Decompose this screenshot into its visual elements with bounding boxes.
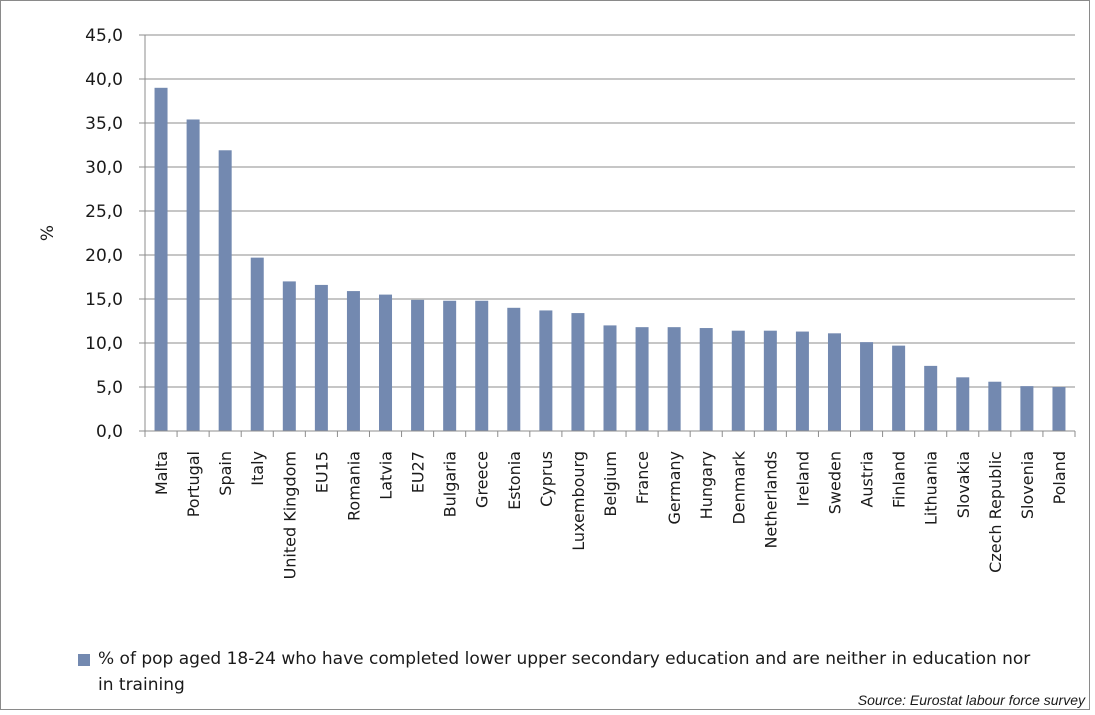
bar bbox=[827, 333, 841, 431]
gridlines bbox=[145, 34, 1075, 388]
bar bbox=[699, 328, 713, 431]
y-axis-label: % bbox=[38, 225, 58, 241]
x-tick-label: Slovakia bbox=[954, 451, 973, 518]
x-tick-label: Hungary bbox=[697, 451, 716, 519]
bar bbox=[1020, 386, 1034, 431]
bar bbox=[346, 291, 360, 431]
x-tick-label: United Kingdom bbox=[280, 451, 299, 579]
x-tick-label: Italy bbox=[248, 451, 267, 486]
source-note: Source: Eurostat labour force survey bbox=[857, 692, 1085, 708]
x-tick-label: Estonia bbox=[505, 451, 524, 510]
x-tick-label: Lithuania bbox=[922, 451, 941, 525]
bar bbox=[443, 300, 457, 431]
bar bbox=[314, 284, 328, 431]
x-tick-label: Sweden bbox=[825, 451, 844, 514]
bar bbox=[1052, 387, 1066, 431]
bar bbox=[924, 365, 938, 431]
bar bbox=[218, 150, 232, 431]
bar bbox=[379, 294, 393, 431]
bar bbox=[892, 345, 906, 431]
y-tick-label: 0,0 bbox=[96, 422, 123, 442]
x-tick-label: Czech Republic bbox=[986, 451, 1005, 573]
bar bbox=[667, 327, 681, 431]
x-tick-label: Luxembourg bbox=[569, 451, 588, 551]
y-tick-label: 30,0 bbox=[85, 158, 123, 178]
x-tick-label: Romania bbox=[344, 451, 363, 521]
x-tick-label: Poland bbox=[1050, 451, 1069, 504]
legend: % of pop aged 18-24 who have completed l… bbox=[78, 646, 1058, 698]
x-tick-label: Bulgaria bbox=[441, 451, 460, 517]
bar bbox=[795, 331, 809, 431]
x-tick-label: Netherlands bbox=[761, 451, 780, 549]
y-tick-label: 35,0 bbox=[85, 114, 123, 134]
x-tick-label: Latvia bbox=[377, 451, 396, 500]
bar bbox=[603, 325, 617, 431]
bar bbox=[956, 377, 970, 431]
bar bbox=[539, 310, 553, 431]
bar bbox=[250, 257, 264, 431]
x-axis-ticks: Malta Portugal Spain Italy United Kingdom EU1… bbox=[144, 431, 1076, 579]
y-tick-label: 45,0 bbox=[85, 26, 123, 46]
bar bbox=[571, 313, 585, 431]
bar bbox=[411, 299, 425, 431]
x-tick-label: Denmark bbox=[729, 450, 748, 524]
bar bbox=[635, 327, 649, 431]
y-tick-label: 15,0 bbox=[85, 290, 123, 310]
bar bbox=[475, 300, 489, 431]
x-tick-label: Slovenia bbox=[1018, 451, 1037, 519]
bar bbox=[282, 281, 296, 431]
x-tick-label: France bbox=[633, 451, 652, 504]
y-tick-label: 40,0 bbox=[85, 70, 123, 90]
x-tick-label: Greece bbox=[473, 451, 492, 508]
bar bbox=[154, 87, 168, 432]
legend-label: % of pop aged 18-24 who have completed l… bbox=[98, 649, 1031, 695]
x-tick-label: Germany bbox=[665, 451, 684, 525]
x-tick-label: EU15 bbox=[312, 451, 331, 493]
bar bbox=[731, 330, 745, 431]
bar bbox=[186, 119, 200, 431]
y-tick-label: 5,0 bbox=[96, 378, 123, 398]
y-axis-ticks: 0,0 5,0 10,0 15,0 20,0 25,0 30,0 35,0 40,0 45,0 bbox=[85, 26, 145, 442]
x-tick-label: Portugal bbox=[184, 451, 203, 517]
bar bbox=[763, 330, 777, 431]
x-tick-label: Finland bbox=[890, 451, 909, 508]
x-tick-label: Malta bbox=[152, 451, 171, 495]
bars bbox=[154, 87, 1066, 432]
x-tick-label: Ireland bbox=[793, 451, 812, 506]
axes bbox=[144, 35, 1075, 432]
y-tick-label: 20,0 bbox=[85, 246, 123, 266]
bar bbox=[860, 342, 874, 431]
y-tick-label: 25,0 bbox=[85, 202, 123, 222]
x-tick-label: EU27 bbox=[409, 451, 428, 493]
bar bbox=[507, 307, 521, 431]
x-tick-label: Belgium bbox=[601, 451, 620, 517]
x-tick-label: Austria bbox=[858, 451, 877, 508]
y-tick-label: 10,0 bbox=[85, 334, 123, 354]
bar bbox=[988, 381, 1002, 431]
legend-swatch bbox=[78, 654, 90, 666]
x-tick-label: Spain bbox=[216, 451, 235, 496]
x-tick-label: Cyprus bbox=[537, 451, 556, 507]
